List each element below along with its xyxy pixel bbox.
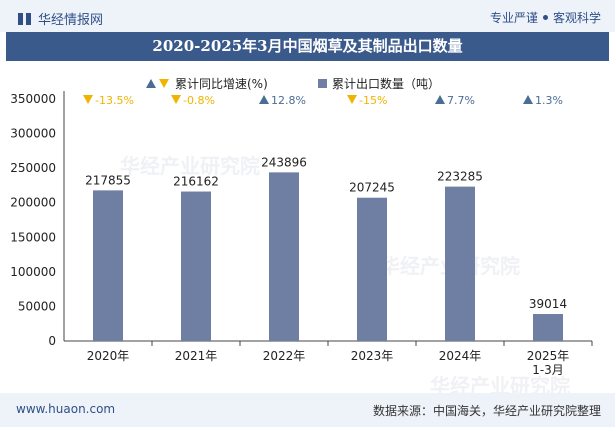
- bar: [357, 197, 387, 341]
- bar: [445, 186, 475, 341]
- y-tick-label: 250000: [10, 161, 56, 175]
- growth-label: 7.7%: [447, 94, 475, 107]
- bar-chart: 累计同比增速(%) 累计出口数量（吨） 0 50000 100000 150000 2000…: [10, 76, 593, 377]
- data-source: 数据来源：中国海关，华经产业研究院整理: [372, 404, 601, 418]
- title-bar: 2020-2025年3月中国烟草及其制品出口数量: [6, 32, 609, 61]
- logo-icon: [18, 12, 32, 26]
- growth-label: -15%: [359, 94, 387, 107]
- footer-url[interactable]: www.huaon.com: [16, 402, 116, 416]
- x-tick-label: 2025年: [527, 349, 570, 363]
- bullet-icon: [542, 15, 548, 20]
- x-tick-label: 2022年: [263, 349, 306, 363]
- growth-label: 1.3%: [535, 94, 563, 107]
- growth-label: -13.5%: [95, 94, 134, 107]
- bar: [181, 191, 211, 341]
- x-tick-label: 2024年: [439, 349, 482, 363]
- x-tick-label: 2023年: [351, 349, 394, 363]
- bar: [269, 172, 299, 341]
- header-bar: 华经情报网 专业严谨 客观科学: [0, 0, 615, 32]
- growth-down-triangle-icon: [347, 95, 357, 104]
- legend-down-triangle-icon: [159, 79, 169, 88]
- legend-up-triangle-icon: [146, 79, 156, 88]
- growth-label: 12.8%: [271, 94, 306, 107]
- bar-value-label: 223285: [437, 170, 483, 184]
- bar-value-label: 217855: [85, 173, 131, 187]
- x-tick-label: 2020年: [87, 349, 130, 363]
- bar: [93, 190, 123, 341]
- slogan-left: 专业严谨: [489, 11, 538, 25]
- growth-down-triangle-icon: [171, 95, 181, 104]
- y-tick-label: 350000: [10, 92, 56, 106]
- x-tick-label: 2021年: [175, 349, 218, 363]
- site-logo[interactable]: 华经情报网: [18, 9, 103, 28]
- growth-up-triangle-icon: [435, 95, 445, 104]
- bar-value-label: 243896: [261, 155, 307, 169]
- bar-value-label: 207245: [349, 181, 395, 195]
- legend-bar-swatch: [318, 79, 327, 88]
- growth-up-triangle-icon: [259, 95, 269, 104]
- x-tick-label: 1-3月: [532, 363, 564, 377]
- slogan: 专业严谨 客观科学: [490, 9, 601, 26]
- slogan-right: 客观科学: [552, 11, 601, 25]
- y-tick-label: 150000: [10, 230, 56, 244]
- growth-label: -0.8%: [183, 94, 215, 107]
- growth-down-triangle-icon: [83, 95, 93, 104]
- y-tick-label: 100000: [10, 265, 56, 279]
- y-tick-label: 50000: [18, 299, 56, 313]
- y-tick-label: 200000: [10, 196, 56, 210]
- chart-title: 2020-2025年3月中国烟草及其制品出口数量: [152, 37, 463, 55]
- bar: [533, 314, 563, 341]
- bar-value-label: 216162: [173, 175, 219, 189]
- y-tick-label: 300000: [10, 127, 56, 141]
- y-tick-label: 0: [48, 334, 56, 348]
- site-name: 华经情报网: [38, 13, 104, 28]
- legend-bar-label: 累计出口数量（吨）: [332, 76, 440, 91]
- bar-value-label: 39014: [529, 297, 567, 311]
- footer-bar: www.huaon.com 数据来源：中国海关，华经产业研究院整理: [0, 393, 615, 427]
- legend-growth-label: 累计同比增速(%): [175, 77, 268, 91]
- growth-up-triangle-icon: [523, 95, 533, 104]
